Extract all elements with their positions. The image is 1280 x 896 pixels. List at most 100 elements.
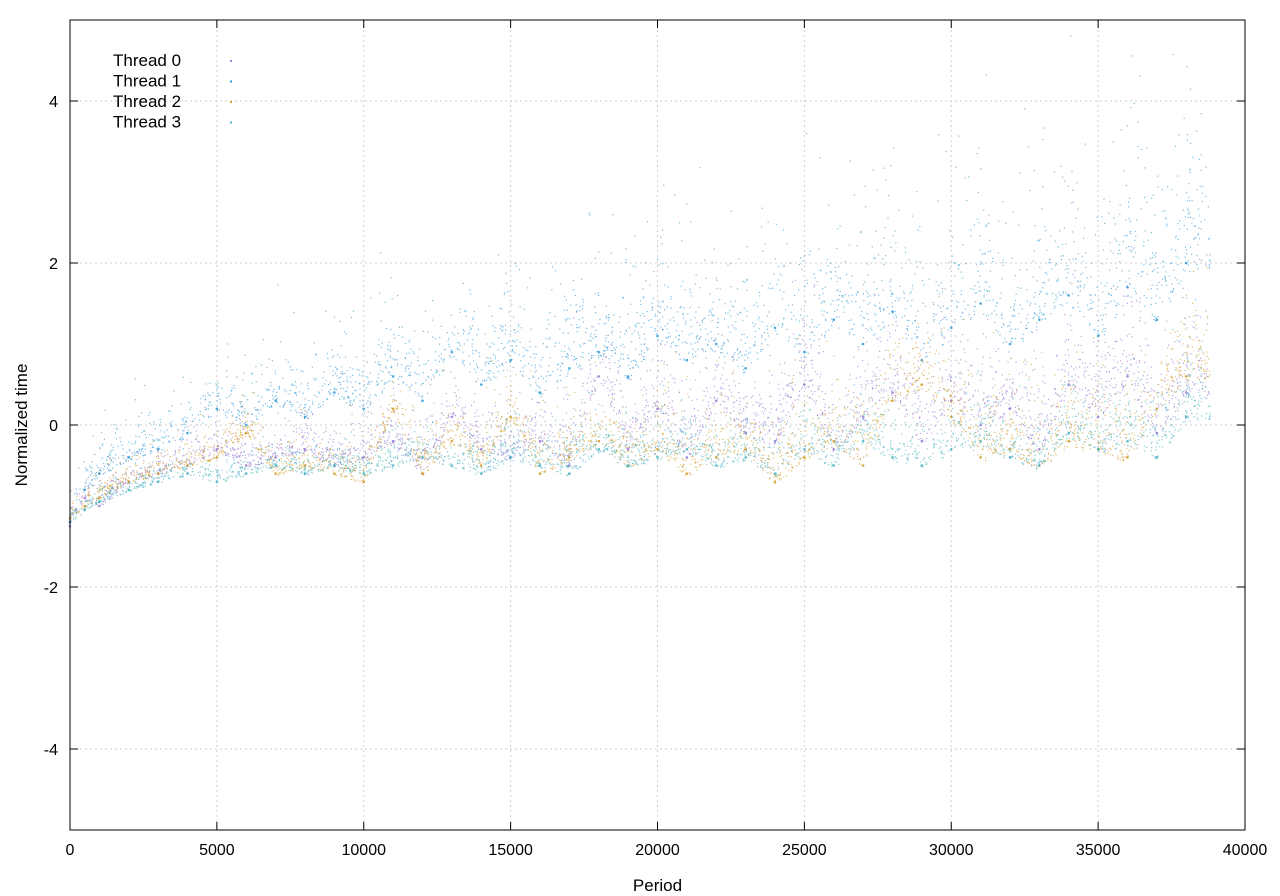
data-point bbox=[670, 307, 672, 309]
data-point bbox=[443, 429, 445, 431]
data-point bbox=[1165, 392, 1168, 394]
data-point bbox=[1034, 291, 1036, 294]
data-point bbox=[985, 315, 988, 317]
data-point bbox=[564, 425, 567, 428]
data-point bbox=[692, 356, 695, 358]
data-point bbox=[608, 317, 611, 319]
data-point bbox=[960, 316, 962, 318]
data-point bbox=[505, 452, 507, 454]
data-point bbox=[906, 413, 909, 416]
data-point bbox=[630, 360, 632, 362]
data-point bbox=[261, 414, 263, 417]
data-point bbox=[940, 320, 942, 322]
data-point bbox=[828, 412, 831, 414]
data-point bbox=[677, 345, 679, 347]
data-point bbox=[796, 338, 798, 340]
data-point bbox=[848, 244, 851, 246]
data-point bbox=[336, 375, 338, 377]
data-point bbox=[226, 370, 228, 372]
data-point bbox=[236, 456, 238, 458]
data-point bbox=[385, 366, 387, 368]
data-point bbox=[1128, 270, 1130, 272]
data-point bbox=[863, 419, 866, 421]
data-point bbox=[1009, 330, 1011, 333]
data-point bbox=[1146, 344, 1148, 347]
data-point bbox=[112, 461, 114, 463]
data-point bbox=[70, 520, 72, 522]
data-point bbox=[640, 353, 642, 355]
data-point bbox=[743, 371, 745, 374]
data-point bbox=[566, 430, 568, 432]
data-point bbox=[517, 330, 519, 333]
data-point bbox=[941, 380, 944, 383]
data-point bbox=[790, 318, 793, 320]
data-point bbox=[843, 441, 845, 443]
data-point bbox=[349, 453, 351, 455]
data-point bbox=[628, 378, 630, 380]
data-point bbox=[709, 293, 711, 295]
data-point bbox=[241, 427, 244, 430]
data-point bbox=[684, 410, 686, 412]
data-point bbox=[1144, 230, 1146, 232]
data-point bbox=[535, 421, 537, 424]
data-point bbox=[524, 450, 526, 452]
data-point bbox=[1015, 411, 1017, 413]
data-point bbox=[958, 135, 960, 137]
data-point bbox=[271, 395, 274, 397]
data-point bbox=[612, 214, 614, 216]
data-point bbox=[1155, 424, 1158, 426]
data-point bbox=[328, 449, 330, 451]
data-point bbox=[96, 464, 98, 467]
data-point bbox=[960, 290, 963, 292]
data-point bbox=[1130, 245, 1133, 248]
data-point bbox=[584, 419, 587, 421]
data-point bbox=[1135, 292, 1137, 294]
data-point bbox=[82, 488, 84, 490]
data-point bbox=[539, 435, 542, 437]
data-point bbox=[1064, 354, 1067, 356]
data-point bbox=[611, 386, 613, 388]
data-point bbox=[1008, 342, 1012, 346]
data-point bbox=[346, 386, 348, 389]
data-point bbox=[494, 357, 496, 360]
data-point bbox=[762, 425, 764, 428]
data-point bbox=[941, 401, 943, 403]
data-point bbox=[652, 406, 654, 408]
data-point bbox=[821, 390, 823, 393]
data-point bbox=[290, 403, 292, 406]
data-point bbox=[1044, 382, 1046, 384]
data-point bbox=[249, 461, 251, 464]
data-point bbox=[1205, 310, 1207, 312]
data-point bbox=[545, 380, 547, 382]
data-point bbox=[272, 455, 274, 457]
data-point bbox=[420, 468, 422, 470]
data-point bbox=[469, 363, 471, 365]
data-point bbox=[631, 333, 633, 335]
data-point bbox=[660, 342, 662, 345]
data-point bbox=[855, 300, 857, 303]
data-point bbox=[517, 433, 519, 435]
data-point bbox=[624, 333, 626, 335]
data-point bbox=[837, 288, 839, 291]
data-point bbox=[952, 293, 954, 295]
data-point bbox=[715, 363, 717, 366]
data-point bbox=[99, 469, 101, 471]
data-point bbox=[661, 300, 663, 302]
data-point bbox=[992, 260, 994, 263]
data-point bbox=[1110, 287, 1112, 289]
data-point bbox=[1103, 198, 1105, 200]
data-point bbox=[608, 394, 610, 396]
data-point bbox=[280, 439, 282, 441]
data-point bbox=[160, 436, 163, 438]
data-point bbox=[813, 294, 816, 296]
data-point bbox=[1187, 217, 1189, 219]
data-point bbox=[366, 402, 368, 404]
data-point bbox=[307, 425, 309, 427]
data-point bbox=[851, 275, 853, 277]
data-point bbox=[100, 432, 103, 434]
data-point bbox=[165, 465, 168, 468]
data-point bbox=[484, 364, 487, 366]
data-point bbox=[992, 378, 994, 380]
data-point bbox=[230, 438, 232, 440]
